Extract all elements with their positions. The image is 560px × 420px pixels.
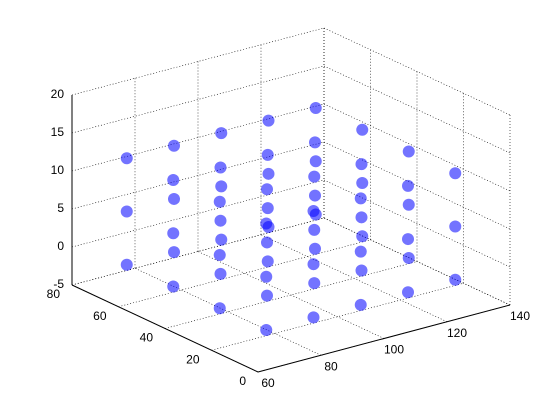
x-tick-label: 60	[261, 376, 275, 390]
point	[354, 192, 367, 205]
point	[261, 289, 273, 302]
point	[214, 161, 227, 174]
y-tick-label: 20	[186, 352, 200, 366]
point	[307, 204, 320, 217]
point	[167, 174, 180, 187]
point	[167, 227, 180, 240]
point	[120, 205, 133, 218]
z-tick-label: -5	[53, 277, 64, 291]
point	[354, 298, 367, 311]
point	[309, 242, 321, 255]
point	[309, 155, 322, 168]
grid-line	[323, 141, 511, 230]
point	[449, 167, 462, 180]
point	[402, 251, 415, 264]
grid-line	[323, 65, 511, 154]
grid-line	[134, 267, 322, 356]
point	[215, 180, 228, 193]
point	[402, 179, 414, 192]
point	[307, 311, 320, 324]
point	[213, 249, 226, 261]
point	[402, 145, 415, 158]
x-axis	[257, 304, 511, 373]
point	[168, 246, 180, 259]
x-tick-label: 120	[447, 326, 467, 340]
point	[214, 214, 227, 227]
point	[168, 192, 180, 205]
point	[260, 217, 273, 230]
grid-line	[71, 179, 325, 248]
grid-line	[323, 179, 511, 268]
point	[213, 195, 226, 208]
x-tick-label: 100	[384, 343, 404, 357]
point	[449, 273, 462, 286]
point	[215, 127, 228, 140]
z-tick-label: 20	[51, 87, 65, 101]
z-tick-label: 15	[51, 125, 65, 139]
point	[354, 245, 367, 258]
point	[308, 277, 321, 290]
point	[215, 233, 228, 246]
point	[355, 264, 368, 277]
x-tick-label: 80	[324, 359, 338, 373]
y-axis	[71, 284, 259, 373]
point	[262, 167, 275, 180]
grid-line	[323, 103, 511, 192]
point	[120, 258, 133, 271]
point	[402, 286, 414, 299]
point	[262, 114, 275, 127]
grid-line	[118, 239, 371, 308]
point	[260, 323, 273, 336]
point	[261, 183, 273, 196]
point	[214, 267, 227, 280]
point	[308, 223, 321, 236]
grid-line	[323, 27, 511, 116]
z-tick-label: 10	[51, 163, 65, 177]
point	[402, 198, 415, 211]
point	[261, 202, 274, 215]
point	[120, 152, 133, 165]
y-tick-label: 60	[93, 309, 107, 323]
point	[261, 236, 273, 249]
grid-line	[197, 251, 385, 339]
point	[402, 233, 414, 246]
point	[308, 170, 321, 183]
point	[261, 255, 274, 268]
point	[449, 220, 462, 233]
point	[356, 123, 369, 136]
grid-line	[71, 65, 325, 134]
point	[356, 230, 369, 243]
point	[260, 270, 273, 283]
point	[213, 302, 226, 315]
point	[355, 211, 368, 224]
point	[309, 136, 321, 149]
y-tick-label: 0	[239, 374, 246, 388]
point	[309, 189, 321, 202]
point	[261, 148, 274, 161]
point	[168, 139, 180, 152]
z-tick-label: 5	[57, 201, 64, 215]
grid-line	[323, 217, 511, 306]
point	[356, 177, 369, 189]
x-tick-label: 140	[510, 309, 530, 323]
z-tick-label: 0	[57, 239, 64, 253]
point	[307, 258, 320, 271]
point	[167, 280, 180, 293]
point	[309, 102, 322, 115]
y-tick-label: 80	[47, 287, 61, 301]
y-tick-label: 40	[140, 331, 154, 345]
point	[355, 158, 368, 171]
